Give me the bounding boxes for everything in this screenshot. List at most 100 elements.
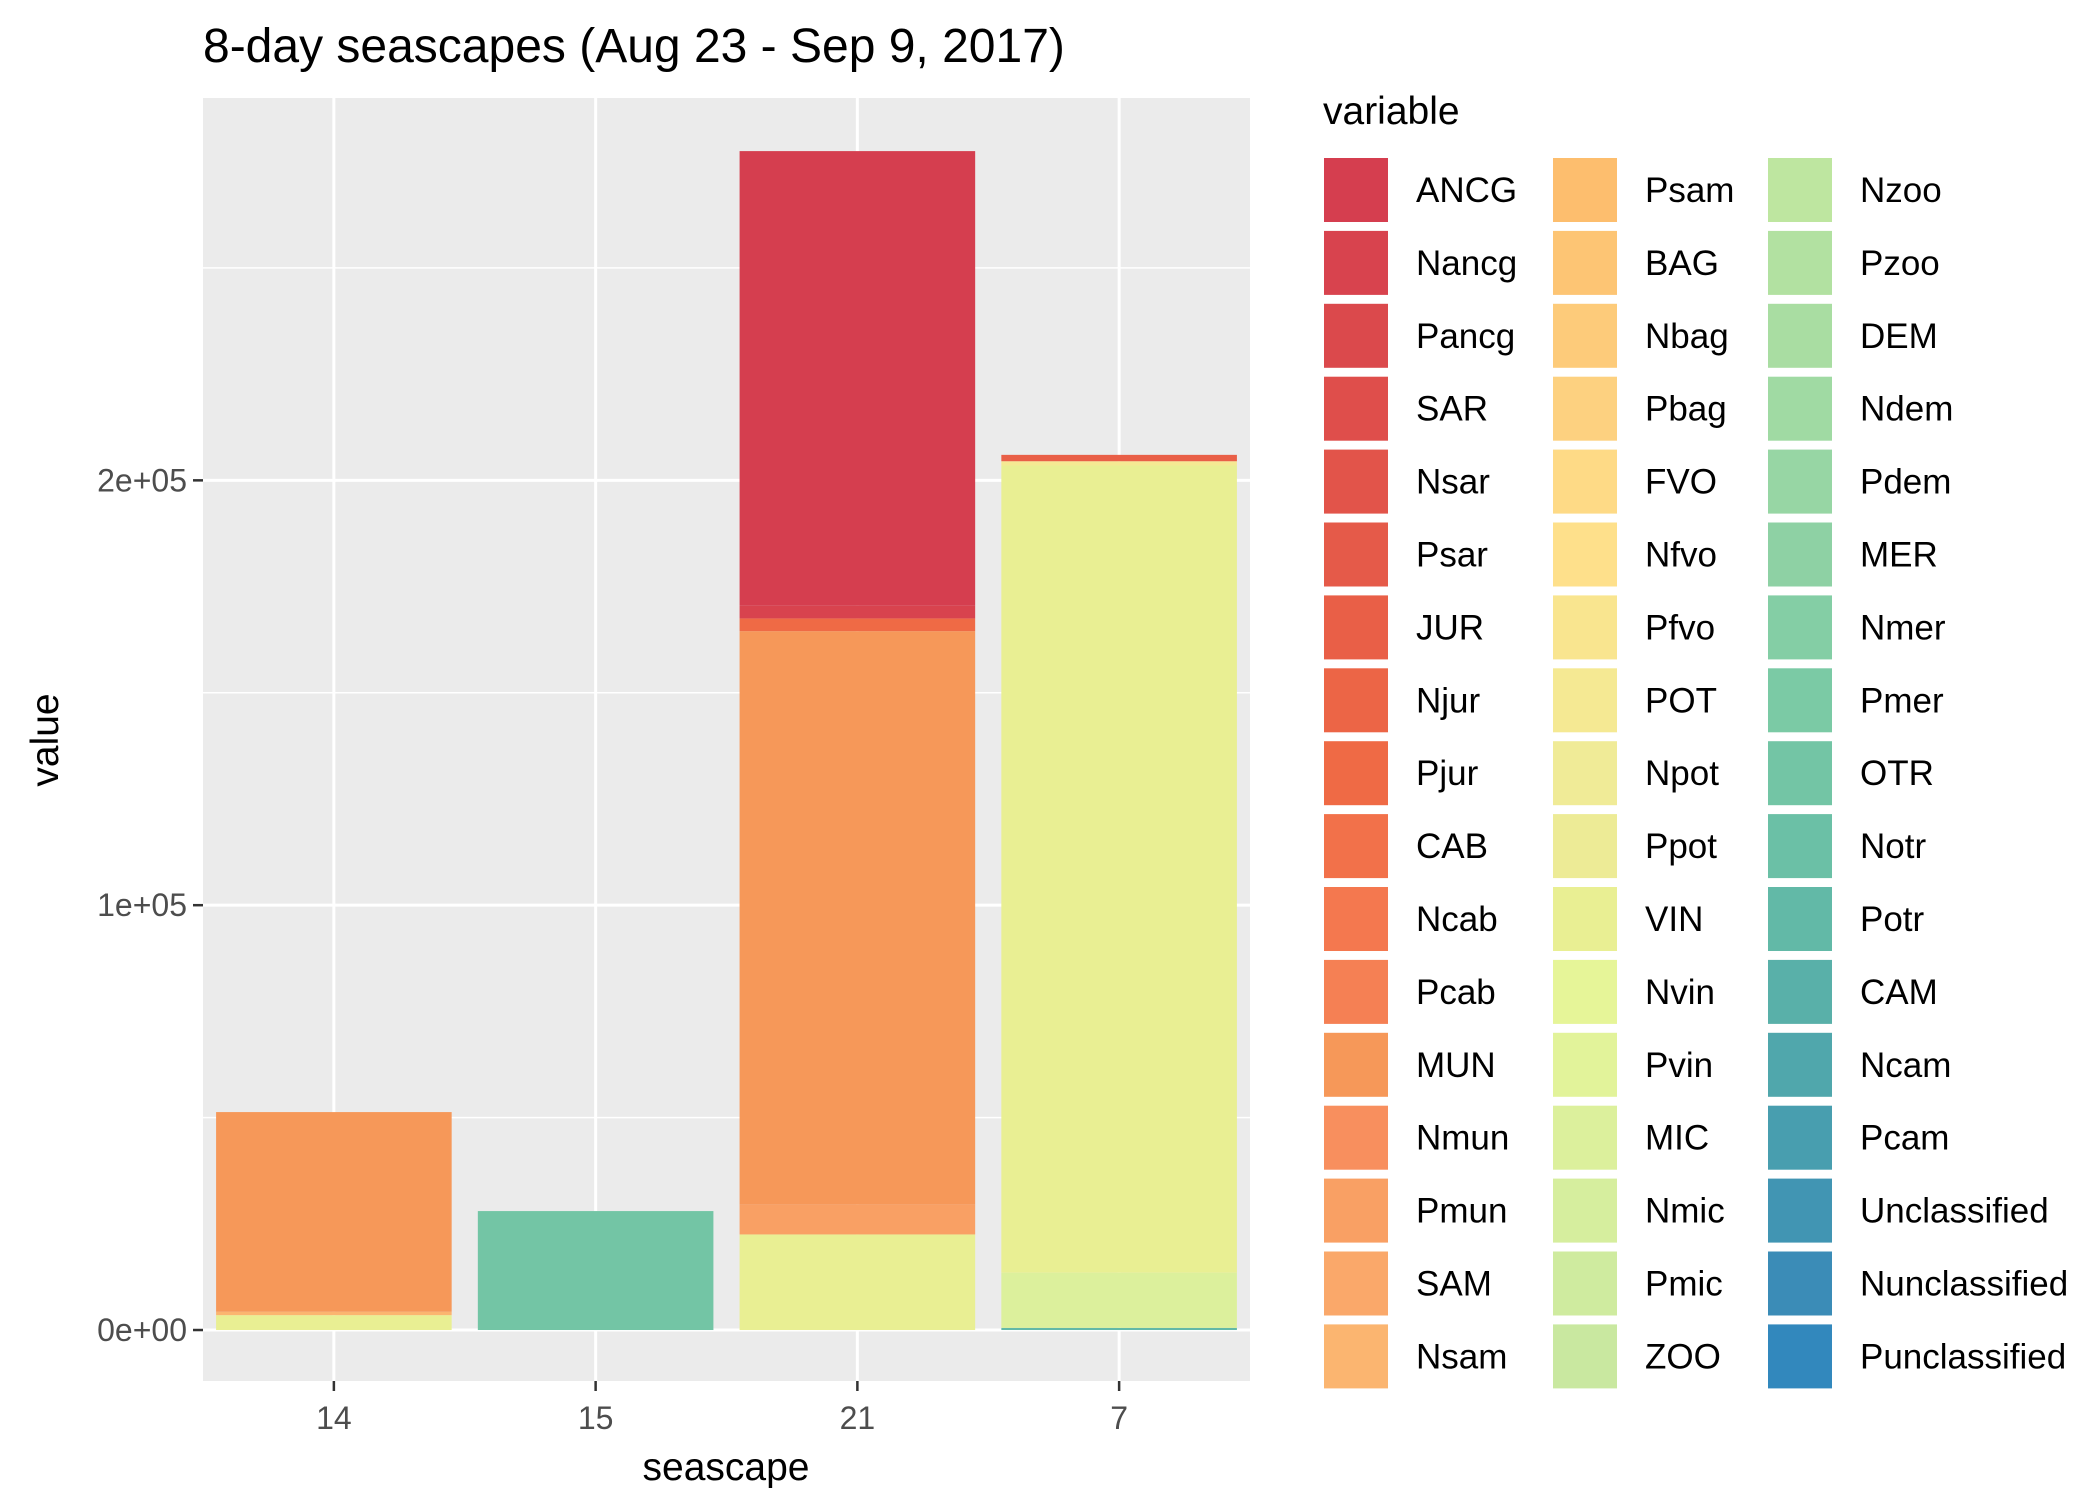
legend-key — [1766, 1176, 1834, 1245]
legend-key — [1322, 1176, 1390, 1245]
legend-label: Psar — [1416, 536, 1488, 575]
legend-key — [1322, 885, 1390, 953]
legend-label: Pbag — [1645, 390, 1727, 429]
bar-segment — [1001, 1272, 1237, 1328]
legend-item: ZOO — [1551, 1322, 1721, 1391]
y-tick-label: 0e+00 — [97, 1312, 187, 1348]
bar-segment — [739, 631, 976, 1205]
chart-title: 8-day seascapes (Aug 23 - Sep 9, 2017) — [203, 20, 1065, 73]
legend-key — [1766, 957, 1834, 1026]
legend-key — [1322, 520, 1390, 589]
legend-item: FVO — [1551, 447, 1717, 516]
legend-key — [1766, 301, 1834, 370]
legend-key — [1551, 156, 1619, 224]
legend-item: Nunclassified — [1766, 1249, 2068, 1318]
legend-label: SAM — [1416, 1265, 1492, 1304]
legend-item: ANCG — [1322, 156, 1517, 224]
legend-key — [1322, 228, 1390, 297]
legend-key — [1551, 1176, 1619, 1245]
legend-label: CAB — [1416, 827, 1488, 866]
legend-item: Nancg — [1322, 228, 1517, 297]
legend-label: Pmun — [1416, 1192, 1507, 1231]
legend-key — [1322, 374, 1390, 443]
x-axis: 14 15 21 7 — [316, 1381, 1128, 1436]
legend-label: Pfvo — [1645, 608, 1715, 647]
legend-label: POT — [1645, 681, 1717, 720]
legend-item: OTR — [1766, 739, 1934, 808]
legend-item: POT — [1551, 666, 1717, 735]
legend-key — [1551, 301, 1619, 370]
bar-stacks — [216, 151, 1237, 1331]
legend-item: JUR — [1322, 593, 1484, 662]
legend: variable ANCG Nancg Pancg SAR Nsar Psar JUR Nju… — [1322, 90, 2068, 1391]
legend-item: Potr — [1766, 885, 1925, 953]
legend-label: Nsar — [1416, 463, 1490, 502]
bar-stack — [477, 1211, 714, 1331]
legend-item: Pfvo — [1551, 593, 1715, 662]
legend-label: FVO — [1645, 463, 1717, 502]
legend-key — [1766, 885, 1834, 953]
legend-key — [1766, 1103, 1834, 1172]
legend-label: Pmic — [1645, 1265, 1723, 1304]
legend-key — [1322, 593, 1390, 662]
legend-item: Pjur — [1322, 739, 1479, 808]
legend-label: Pcam — [1860, 1119, 1949, 1158]
legend-key — [1322, 1103, 1390, 1172]
legend-item: Pvin — [1551, 1030, 1713, 1099]
legend-item: Unclassified — [1766, 1176, 2049, 1245]
legend-item: Pmun — [1322, 1176, 1507, 1245]
bar-segment — [739, 151, 976, 606]
bar-segment — [216, 1311, 452, 1316]
legend-key — [1551, 447, 1619, 516]
legend-label: OTR — [1860, 754, 1934, 793]
legend-label: Ncam — [1860, 1046, 1951, 1085]
legend-label: CAM — [1860, 973, 1938, 1012]
legend-items: ANCG Nancg Pancg SAR Nsar Psar JUR Njur Pjur CAB N… — [1322, 156, 2068, 1391]
legend-label: Nzoo — [1860, 171, 1942, 210]
y-tick-label: 2e+05 — [97, 462, 187, 498]
legend-label: Nancg — [1416, 244, 1517, 283]
legend-item: Nvin — [1551, 957, 1715, 1026]
legend-item: Nbag — [1551, 301, 1729, 370]
x-tick-label: 7 — [1110, 1400, 1128, 1436]
legend-key — [1322, 666, 1390, 735]
y-axis-title: value — [24, 693, 67, 786]
legend-label: MIC — [1645, 1119, 1709, 1158]
legend-label: SAR — [1416, 390, 1488, 429]
legend-item: Nmic — [1551, 1176, 1725, 1245]
legend-key — [1766, 156, 1834, 224]
legend-label: Npot — [1645, 754, 1719, 793]
bar-segment — [477, 1211, 714, 1331]
legend-label: Njur — [1416, 681, 1481, 720]
legend-label: Nbag — [1645, 317, 1729, 356]
legend-item: Pbag — [1551, 374, 1727, 443]
legend-label: Psam — [1645, 171, 1734, 210]
bar-segment — [1001, 454, 1237, 462]
legend-item: Pdem — [1766, 447, 1951, 516]
x-axis-title: seascape — [643, 1446, 810, 1489]
legend-item: Ppot — [1551, 812, 1717, 881]
legend-title: variable — [1323, 90, 1460, 133]
legend-item: SAR — [1322, 374, 1488, 443]
legend-label: ZOO — [1645, 1337, 1721, 1376]
legend-label: Nvin — [1645, 973, 1715, 1012]
legend-label: Nmer — [1860, 608, 1946, 647]
legend-label: Pvin — [1645, 1046, 1713, 1085]
legend-label: Pjur — [1416, 754, 1479, 793]
legend-label: MUN — [1416, 1046, 1496, 1085]
legend-item: Psam — [1551, 156, 1734, 224]
legend-key — [1322, 447, 1390, 516]
bar-segment — [216, 1112, 452, 1312]
legend-key — [1551, 228, 1619, 297]
legend-key — [1551, 739, 1619, 808]
bar-segment — [739, 618, 976, 632]
legend-item: Pzoo — [1766, 228, 1940, 297]
legend-key — [1322, 156, 1390, 224]
legend-key — [1551, 1322, 1619, 1391]
legend-item: Psar — [1322, 520, 1488, 589]
legend-key — [1766, 520, 1834, 589]
legend-key — [1766, 447, 1834, 516]
y-axis: 0e+00 1e+05 2e+05 — [97, 462, 203, 1348]
legend-key — [1322, 957, 1390, 1026]
legend-label: MER — [1860, 536, 1938, 575]
